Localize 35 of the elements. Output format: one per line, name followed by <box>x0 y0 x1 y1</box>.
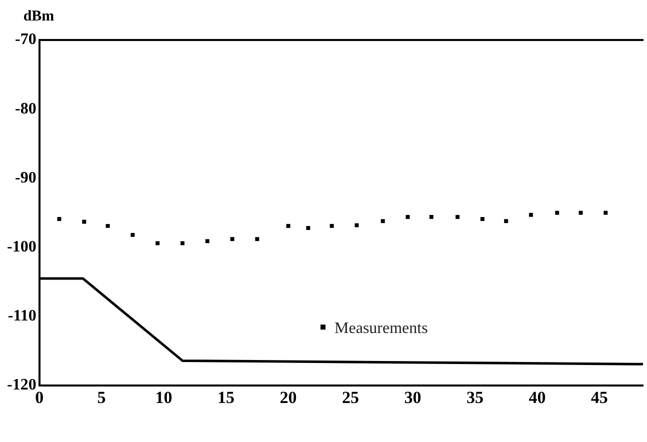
point <box>306 226 310 230</box>
point <box>555 210 560 215</box>
point <box>429 214 434 219</box>
x-tick-label: 15 <box>218 388 235 408</box>
x-tick-label: 10 <box>155 388 172 408</box>
point <box>130 232 135 237</box>
y-tick-label: -70 <box>15 31 36 48</box>
point <box>156 241 160 246</box>
legend-label: Measurements <box>334 320 428 337</box>
point <box>180 241 184 246</box>
y-axis-title: dBm <box>23 8 55 24</box>
y-tick-label: -80 <box>15 100 36 118</box>
x-tick-label: 25 <box>342 388 359 408</box>
point <box>604 210 608 215</box>
x-tick-label: 35 <box>466 388 484 408</box>
x-tick-label: 45 <box>590 388 608 408</box>
x-tick-label: 0 <box>35 388 44 408</box>
point <box>106 224 110 228</box>
point <box>529 212 533 217</box>
x-tick-label: 5 <box>97 388 106 408</box>
y-tick-label: -90 <box>15 169 36 186</box>
y-tick-label: -100 <box>7 238 36 256</box>
y-tick-label: -110 <box>8 308 36 325</box>
point <box>255 237 260 242</box>
x-tick-label: 40 <box>528 388 546 408</box>
point <box>82 220 86 224</box>
x-tick-label: 30 <box>404 388 422 408</box>
point <box>205 239 210 244</box>
point <box>380 219 385 224</box>
y-tick-label: -120 <box>7 376 36 394</box>
point <box>456 214 460 219</box>
point <box>330 224 334 228</box>
point <box>480 217 484 221</box>
point <box>504 219 508 224</box>
x-tick-label: 20 <box>280 388 297 408</box>
